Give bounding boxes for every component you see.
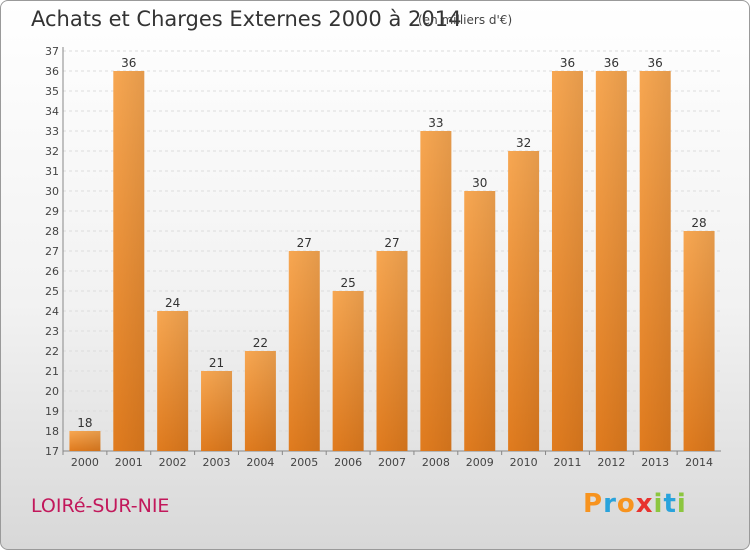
x-tick-label: 2002 bbox=[159, 456, 187, 469]
bar-shade bbox=[288, 251, 320, 451]
bar-shade bbox=[113, 71, 145, 451]
bar-value-label: 27 bbox=[297, 236, 312, 250]
bar-shade bbox=[639, 71, 671, 451]
y-tick-label: 26 bbox=[45, 265, 59, 278]
x-tick-label: 2009 bbox=[466, 456, 494, 469]
x-tick-label: 2011 bbox=[553, 456, 581, 469]
x-tick-label: 2006 bbox=[334, 456, 362, 469]
y-tick-label: 17 bbox=[45, 445, 59, 458]
bar-value-label: 32 bbox=[516, 136, 531, 150]
bar-value-label: 27 bbox=[384, 236, 399, 250]
commune-name: LOIRé-SUR-NIE bbox=[31, 495, 170, 517]
bar-value-label: 28 bbox=[691, 216, 706, 230]
logo-letter: o bbox=[616, 489, 636, 519]
bar-shade bbox=[551, 71, 583, 451]
y-tick-label: 23 bbox=[45, 325, 59, 338]
x-tick-label: 2003 bbox=[203, 456, 231, 469]
x-tick-label: 2004 bbox=[246, 456, 274, 469]
y-tick-label: 34 bbox=[45, 105, 59, 118]
y-tick-label: 21 bbox=[45, 365, 59, 378]
y-tick-label: 30 bbox=[45, 185, 59, 198]
logo-letter: i bbox=[676, 489, 687, 519]
bar-shade bbox=[464, 191, 496, 451]
y-tick-label: 22 bbox=[45, 345, 59, 358]
bar-shade bbox=[201, 371, 233, 451]
y-tick-label: 35 bbox=[45, 85, 59, 98]
chart-title: Achats et Charges Externes 2000 à 2014 bbox=[31, 7, 462, 31]
bar-shade bbox=[508, 151, 540, 451]
bar-value-label: 30 bbox=[472, 176, 487, 190]
x-tick-label: 2000 bbox=[71, 456, 99, 469]
x-tick-label: 2013 bbox=[641, 456, 669, 469]
x-tick-label: 2005 bbox=[290, 456, 318, 469]
bar-shade bbox=[157, 311, 189, 451]
x-tick-label: 2007 bbox=[378, 456, 406, 469]
y-tick-label: 28 bbox=[45, 225, 59, 238]
bar-value-label: 18 bbox=[77, 416, 92, 430]
bar-value-label: 36 bbox=[560, 56, 575, 70]
logo-letter: t bbox=[663, 489, 677, 519]
y-tick-label: 37 bbox=[45, 45, 59, 58]
bar-shade bbox=[420, 131, 452, 451]
y-tick-label: 36 bbox=[45, 65, 59, 78]
proxiti-logo: Proxiti bbox=[583, 489, 687, 519]
logo-letter: x bbox=[635, 489, 654, 519]
y-tick-label: 18 bbox=[45, 425, 59, 438]
y-tick-label: 29 bbox=[45, 205, 59, 218]
bar-value-label: 36 bbox=[121, 56, 136, 70]
y-tick-label: 19 bbox=[45, 405, 59, 418]
bar-shade bbox=[69, 431, 101, 451]
logo-letter: i bbox=[653, 489, 664, 519]
x-tick-label: 2001 bbox=[115, 456, 143, 469]
logo-letter: P bbox=[583, 489, 604, 519]
bar-shade bbox=[683, 231, 715, 451]
bar-value-label: 36 bbox=[604, 56, 619, 70]
bar-value-label: 21 bbox=[209, 356, 224, 370]
y-tick-label: 24 bbox=[45, 305, 59, 318]
bar-value-label: 22 bbox=[253, 336, 268, 350]
x-tick-label: 2014 bbox=[685, 456, 713, 469]
x-tick-label: 2008 bbox=[422, 456, 450, 469]
bar-shade bbox=[332, 291, 364, 451]
x-tick-label: 2010 bbox=[510, 456, 538, 469]
y-tick-label: 31 bbox=[45, 165, 59, 178]
y-tick-label: 32 bbox=[45, 145, 59, 158]
y-tick-label: 25 bbox=[45, 285, 59, 298]
chart-unit-label: (en milliers d'€) bbox=[418, 13, 513, 27]
bar-shade bbox=[376, 251, 408, 451]
y-tick-label: 20 bbox=[45, 385, 59, 398]
bar-value-label: 36 bbox=[648, 56, 663, 70]
bar-shade bbox=[595, 71, 627, 451]
bar-value-label: 24 bbox=[165, 296, 180, 310]
bar-value-label: 25 bbox=[340, 276, 355, 290]
y-tick-label: 27 bbox=[45, 245, 59, 258]
logo-letter: r bbox=[603, 489, 617, 519]
bar-value-label: 33 bbox=[428, 116, 443, 130]
bar-shade bbox=[244, 351, 276, 451]
y-tick-label: 33 bbox=[45, 125, 59, 138]
x-tick-label: 2012 bbox=[597, 456, 625, 469]
